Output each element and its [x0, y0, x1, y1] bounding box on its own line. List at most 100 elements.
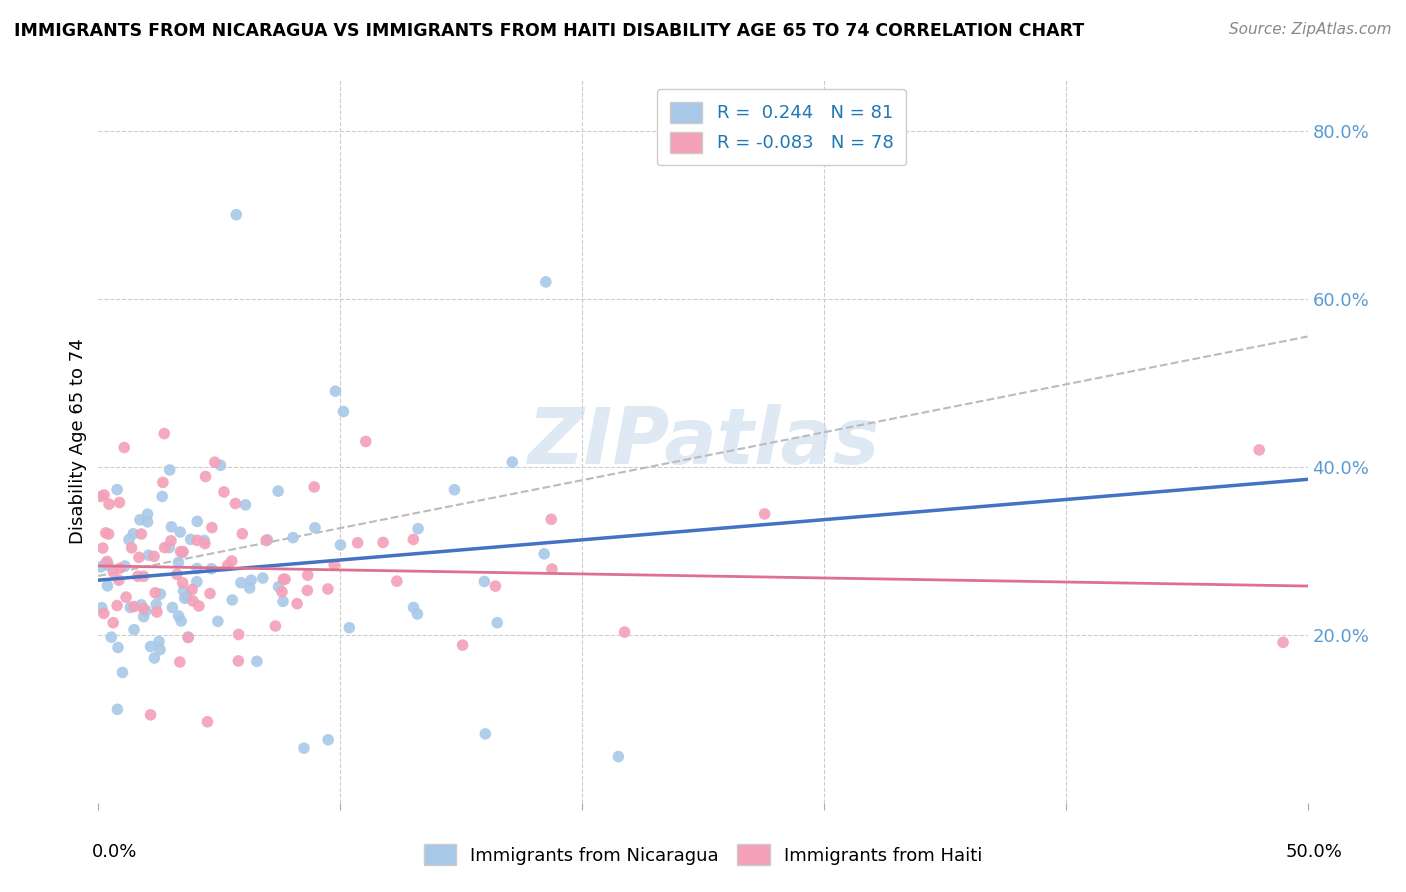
Point — [169, 524, 191, 539]
Point — [132, 609, 155, 624]
Point — [143, 586, 166, 600]
Point — [181, 582, 204, 597]
Point — [136, 515, 159, 529]
Y-axis label: Disability Age 65 to 74: Disability Age 65 to 74 — [69, 339, 87, 544]
Point — [107, 702, 129, 716]
Point — [94, 525, 117, 540]
Point — [152, 475, 174, 490]
Point — [172, 545, 194, 559]
Point — [121, 541, 143, 555]
Point — [292, 741, 315, 756]
Point — [167, 609, 190, 624]
Point — [148, 634, 170, 648]
Point — [108, 495, 131, 509]
Point — [177, 631, 200, 645]
Point — [198, 586, 221, 600]
Point — [228, 654, 250, 668]
Point — [252, 571, 274, 585]
Point — [187, 599, 209, 613]
Point — [201, 520, 224, 534]
Point — [228, 627, 250, 641]
Point — [139, 640, 162, 654]
Point — [112, 441, 135, 455]
Point — [754, 507, 776, 521]
Point — [153, 426, 176, 441]
Point — [402, 600, 425, 615]
Point — [122, 623, 145, 637]
Point — [212, 485, 235, 500]
Point — [273, 572, 295, 586]
Point — [146, 605, 169, 619]
Point — [90, 490, 112, 504]
Point — [132, 601, 155, 615]
Point — [150, 490, 173, 504]
Point — [484, 579, 506, 593]
Point — [297, 568, 319, 582]
Point — [607, 749, 630, 764]
Point — [115, 590, 138, 604]
Point — [231, 526, 253, 541]
Point — [281, 531, 304, 545]
Point — [170, 614, 193, 628]
Point — [224, 496, 246, 510]
Point — [162, 600, 184, 615]
Point — [96, 554, 118, 568]
Point — [254, 533, 277, 548]
Point — [157, 541, 180, 555]
Point — [406, 522, 429, 536]
Point — [239, 581, 262, 595]
Legend: Immigrants from Nicaragua, Immigrants from Haiti: Immigrants from Nicaragua, Immigrants fr… — [415, 835, 991, 874]
Point — [285, 597, 308, 611]
Point — [173, 591, 195, 606]
Point — [93, 488, 115, 502]
Point — [540, 512, 562, 526]
Point — [207, 615, 229, 629]
Point — [100, 630, 122, 644]
Point — [271, 594, 294, 608]
Point — [122, 526, 145, 541]
Point — [200, 562, 222, 576]
Point — [325, 384, 347, 398]
Point — [194, 469, 217, 483]
Point — [159, 463, 181, 477]
Point — [186, 514, 208, 528]
Point — [323, 558, 346, 572]
Point — [235, 498, 257, 512]
Point — [204, 455, 226, 469]
Point — [169, 544, 191, 558]
Point — [96, 579, 118, 593]
Point — [177, 630, 200, 644]
Point — [138, 548, 160, 562]
Point — [271, 584, 294, 599]
Point — [267, 484, 290, 499]
Point — [486, 615, 509, 630]
Point — [94, 557, 117, 571]
Point — [256, 533, 278, 547]
Point — [107, 640, 129, 655]
Point — [221, 554, 243, 568]
Point — [304, 521, 326, 535]
Point — [297, 583, 319, 598]
Point — [302, 480, 325, 494]
Point — [118, 533, 141, 547]
Point — [114, 559, 136, 574]
Point — [103, 615, 125, 630]
Point — [197, 714, 219, 729]
Text: 0.0%: 0.0% — [91, 843, 136, 861]
Point — [474, 727, 496, 741]
Point — [274, 572, 297, 586]
Point — [172, 575, 194, 590]
Point — [172, 545, 194, 559]
Point — [354, 434, 377, 449]
Text: 50.0%: 50.0% — [1286, 843, 1343, 861]
Point — [193, 533, 215, 548]
Point — [129, 513, 152, 527]
Point — [160, 533, 183, 548]
Point — [153, 541, 176, 555]
Point — [149, 642, 172, 657]
Point — [166, 567, 188, 582]
Point — [332, 404, 354, 418]
Point — [225, 208, 247, 222]
Point — [143, 549, 166, 564]
Point — [501, 455, 523, 469]
